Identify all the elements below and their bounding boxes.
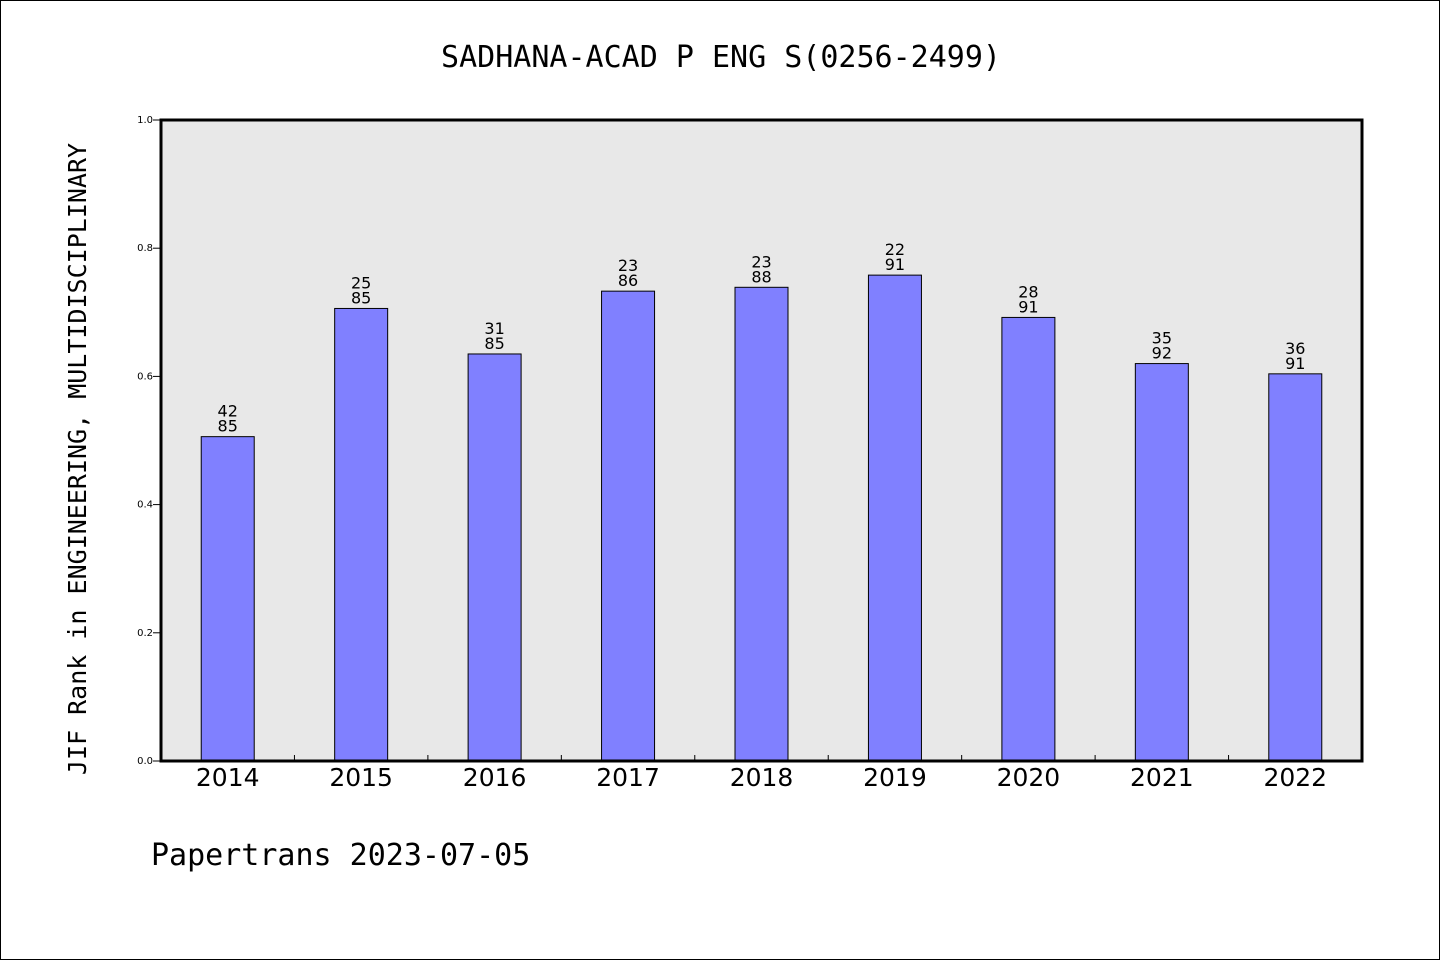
bar-2021 [1134, 363, 1189, 762]
bar-total-label: 91 [885, 255, 905, 274]
y-axis: 0.0 0.2 0.4 0.6 0.8 1.0 [137, 115, 161, 767]
x-tick-label: 2021 [1130, 763, 1194, 792]
footer-note: Papertrans 2023-07-05 [151, 838, 530, 873]
plot-border [159, 118, 1364, 763]
bar-2019 [867, 274, 922, 762]
x-tick-label: 2014 [196, 763, 260, 792]
bar-total-label: 91 [1018, 297, 1038, 316]
bar-2016 [467, 353, 522, 762]
x-axis: 2014 2015 2016 2017 2018 2019 2020 2021 2022 [196, 755, 1327, 792]
bar-rank-label: 28 [1018, 282, 1038, 301]
x-tick-label: 2016 [463, 763, 527, 792]
bars [200, 274, 1323, 762]
y-tick-label: 0.2 [137, 628, 153, 639]
bar-rank-label: 23 [618, 256, 638, 275]
bar-rank-label: 36 [1285, 339, 1305, 358]
x-tick-label: 2018 [730, 763, 794, 792]
bar-2020 [1001, 316, 1056, 762]
bar-2018 [734, 286, 789, 762]
x-tick-label: 2017 [596, 763, 660, 792]
bar-rank-label: 22 [885, 240, 905, 259]
bar-rank-label: 35 [1152, 329, 1172, 348]
y-axis-label: JIF Rank in ENGINEERING, MULTIDISCIPLINA… [63, 143, 92, 775]
x-tick-label: 2020 [997, 763, 1061, 792]
chart-title: SADHANA-ACAD P ENG S(0256-2499) [441, 40, 1001, 75]
bar-total-label: 85 [218, 417, 238, 436]
bar-total-label: 85 [484, 334, 504, 353]
y-tick-label: 0.0 [137, 756, 153, 767]
bar-total-label: 85 [351, 288, 371, 307]
bar-total-label: 86 [618, 271, 638, 290]
bar-rank-label: 23 [751, 252, 771, 271]
bar-2015 [334, 307, 389, 762]
y-tick-label: 0.4 [137, 500, 153, 511]
bar-2014 [200, 436, 255, 762]
bar-rank-label: 31 [484, 319, 504, 338]
x-tick-label: 2015 [329, 763, 393, 792]
x-tick-label: 2022 [1263, 763, 1327, 792]
y-tick-label: 0.8 [137, 243, 153, 254]
bar-2017 [601, 290, 656, 762]
bar-2022 [1268, 373, 1323, 762]
bar-total-label: 92 [1152, 344, 1172, 363]
y-tick-label: 0.6 [137, 371, 153, 382]
bar-rank-label: 25 [351, 273, 371, 292]
y-tick-label: 1.0 [137, 115, 153, 126]
bar-rank-label: 42 [218, 402, 238, 421]
bar-total-label: 88 [751, 267, 771, 286]
x-tick-label: 2019 [863, 763, 927, 792]
bar-total-label: 91 [1285, 354, 1305, 373]
